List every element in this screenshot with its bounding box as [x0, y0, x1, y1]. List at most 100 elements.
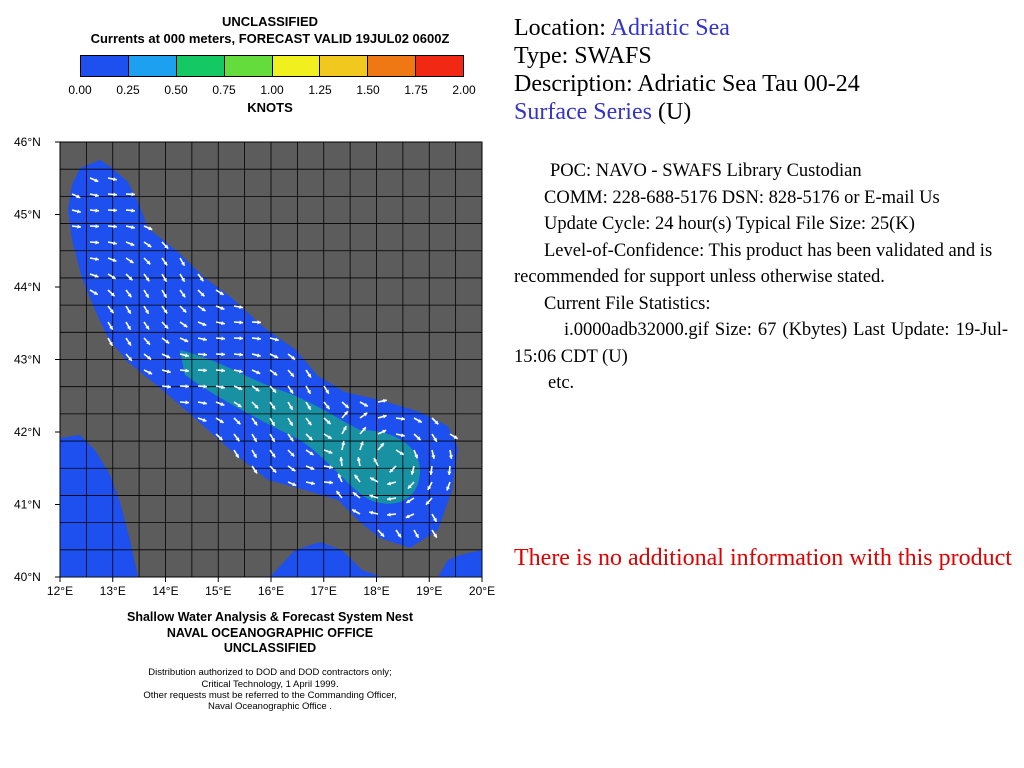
latitude-label: 45°N [14, 208, 41, 222]
current-vector-head [307, 373, 311, 378]
poc-line: POC: NAVO - SWAFS Library Custodian [550, 161, 862, 181]
speed-colorbar [80, 55, 464, 77]
current-vector-head [410, 470, 415, 475]
colorbar-tick-label: 1.75 [404, 83, 428, 97]
current-vector-head [311, 481, 315, 486]
current-vector-head [94, 273, 99, 278]
current-vector-head [147, 355, 152, 360]
current-vector-head [113, 177, 117, 182]
colorbar-segment [320, 56, 369, 76]
current-vector-head [94, 193, 99, 198]
current-vector-head [290, 372, 294, 377]
current-vector-head [219, 291, 224, 295]
current-vector-head [181, 261, 185, 266]
longitude-label: 16°E [258, 584, 284, 598]
product-info: Location: Adriatic Sea Type: SWAFS Descr… [514, 14, 1008, 126]
current-vector-head [257, 320, 261, 325]
current-vector-head [387, 496, 391, 501]
current-vector-head [221, 385, 225, 390]
surface-series-link[interactable]: Surface Series [514, 99, 652, 125]
current-vector-head [433, 533, 437, 538]
current-vector-head [414, 454, 419, 459]
current-vector-head [271, 437, 275, 442]
current-vector-head [147, 243, 152, 248]
current-vector-head [363, 402, 368, 407]
colorbar-segment [81, 56, 129, 76]
current-vector-head [108, 341, 113, 346]
current-vector-head [432, 517, 437, 522]
current-vector-head [328, 450, 333, 454]
current-vector-head [167, 384, 171, 389]
current-vector-head [342, 426, 347, 431]
current-vector-head [129, 259, 134, 263]
current-vector-head [95, 224, 99, 229]
current-vector-head [220, 402, 225, 406]
current-vector-head [127, 341, 131, 346]
location-link[interactable]: Adriatic Sea [610, 15, 730, 41]
colorbar-unit-label: KNOTS [247, 100, 293, 115]
longitude-label: 13°E [100, 584, 126, 598]
current-vector-head [290, 452, 295, 457]
current-vector-head [145, 293, 149, 298]
current-vector-head [274, 354, 279, 359]
current-vector-head [257, 336, 261, 341]
current-vector-head [356, 457, 361, 461]
current-vector-head [306, 389, 311, 394]
current-vector-head [202, 322, 207, 327]
current-vector-head [405, 514, 410, 519]
current-vector-head [127, 309, 131, 314]
current-vector-head [112, 258, 117, 262]
current-vector-head [148, 370, 153, 375]
current-vector-head [109, 325, 113, 330]
product-details: POC: NAVO - SWAFS Library Custodian COMM… [514, 158, 1008, 397]
current-forecast-map-figure: UNCLASSIFIED Currents at 000 meters, FOR… [0, 0, 500, 715]
current-vector-head [382, 429, 387, 434]
current-vector-head [289, 437, 294, 442]
current-vector-head [145, 309, 149, 314]
current-vector-head [163, 309, 168, 314]
current-vector-head [370, 477, 375, 482]
comm-line: COMM: 228-688-5176 DSN: 828-5176 or E-ma… [544, 187, 940, 208]
current-vector-head [373, 457, 378, 462]
current-vector-head [401, 416, 405, 421]
colorbar-tick-label: 0.75 [212, 83, 236, 97]
distribution-line-2: Critical Technology, 1 April 1999. [201, 679, 339, 690]
current-vector-head [273, 371, 278, 376]
current-vector-head [164, 244, 169, 249]
figure-footer-classification: UNCLASSIFIED [223, 641, 317, 655]
current-vector-head [416, 436, 421, 441]
update-cycle-line: Update Cycle: 24 hour(s) Typical File Si… [544, 214, 915, 234]
current-vector-head [308, 436, 313, 441]
figure-title: Currents at 000 meters, FORECAST VALID 1… [90, 31, 450, 46]
current-vector-head [447, 471, 452, 475]
current-vector-head [130, 242, 135, 247]
current-vector-head [221, 368, 225, 373]
current-vector-head [344, 404, 349, 408]
current-vector-head [326, 420, 331, 425]
current-vector-head [354, 474, 359, 479]
current-vector-head [362, 427, 366, 432]
current-vector-head [274, 337, 279, 342]
current-vector-head [253, 437, 257, 442]
colorbar-tick-label: 0.25 [116, 83, 140, 97]
colorbar-segment [128, 56, 177, 76]
current-vector-head [325, 389, 329, 394]
current-vector-head [113, 208, 117, 213]
figure-classification-header: UNCLASSIFIED [221, 14, 319, 29]
current-vector-head [414, 533, 419, 538]
current-vector-head [146, 260, 151, 265]
current-vector-head [202, 417, 207, 422]
current-vector-head [93, 291, 98, 295]
current-vector-head [165, 339, 170, 344]
current-vector-head [164, 324, 169, 329]
colorbar-segment [368, 56, 417, 76]
current-vector-head [166, 369, 171, 374]
description-line: Description: Adriatic Sea Tau 00-24 [514, 71, 860, 97]
current-vector-head [203, 401, 207, 406]
ionian-sea-west [60, 435, 138, 577]
current-vector-head [255, 387, 260, 392]
latitude-label: 43°N [14, 353, 41, 367]
longitude-label: 17°E [311, 584, 337, 598]
current-vector-head [203, 352, 207, 357]
current-vector-head [239, 352, 243, 357]
